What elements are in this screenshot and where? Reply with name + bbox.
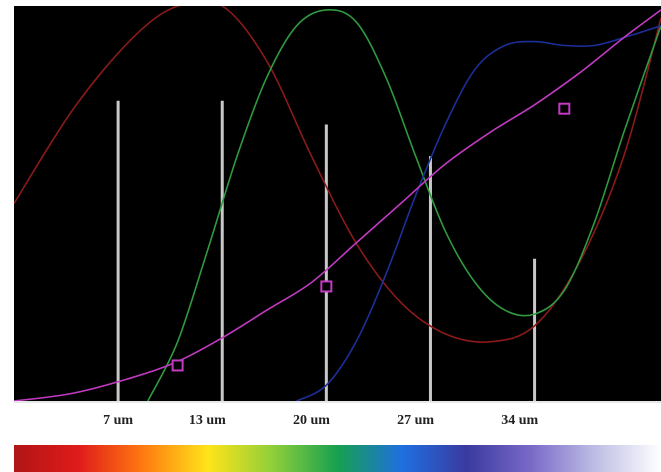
x-tick-label-5: 34 um [501, 413, 538, 428]
curve-control-point-1[interactable] [171, 359, 184, 372]
series-layer [14, 6, 661, 401]
tick-labels: 7 um 13 um 20 um 27 um 34 um [103, 413, 538, 428]
series-line-4 [14, 9, 661, 401]
x-tick-label-4: 27 um [397, 413, 434, 428]
markers-layer [171, 102, 571, 372]
plot-background [14, 6, 661, 401]
curve-control-point-2[interactable] [320, 280, 333, 293]
series-line-3 [296, 25, 661, 401]
x-tick-label-2: 13 um [189, 413, 226, 428]
x-tick-label-3: 20 um [293, 413, 330, 428]
curve-control-point-3[interactable] [558, 102, 571, 115]
x-tick-label-1: 7 um [103, 413, 133, 428]
series-line-2 [147, 8, 661, 401]
color-spectrum-bar [14, 445, 661, 472]
